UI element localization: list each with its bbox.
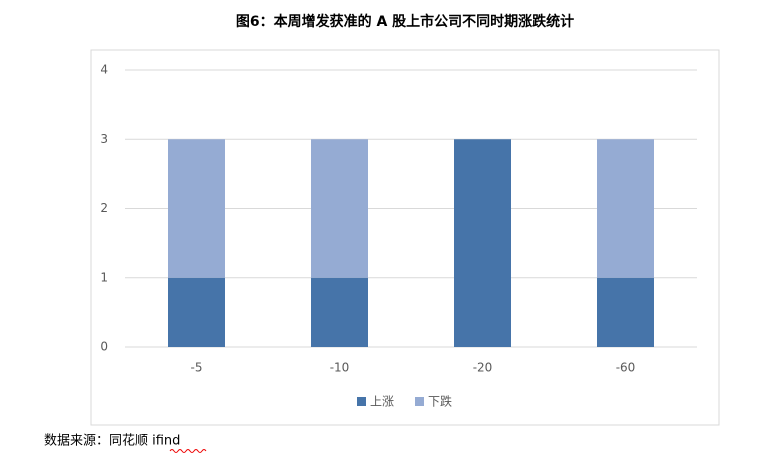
legend-label: 下跌 [428,394,452,409]
legend-label: 上涨 [370,394,394,409]
bar-segment [454,139,511,347]
y-tick-label: 0 [100,340,108,354]
spell-underline [169,449,207,453]
source-note: 数据来源：同花顺 ifind [44,433,180,449]
bar-segment [597,277,654,347]
bar-segment [311,277,368,347]
chart-title: 图6：本周增发获准的 A 股上市公司不同时期涨跌统计 [236,13,574,30]
y-tick-label: 1 [100,270,108,284]
y-tick-label: 3 [100,132,108,146]
x-tick-label: -20 [473,361,493,375]
legend-swatch [357,397,366,406]
x-tick-label: -10 [330,361,350,375]
bar-segment [168,277,225,347]
y-tick-label: 4 [100,63,108,77]
bar-segment [597,139,654,278]
x-tick-label: -5 [191,361,203,375]
bar-segment [311,139,368,278]
bar-segment [168,139,225,278]
legend-swatch [415,397,424,406]
y-tick-label: 2 [100,201,108,215]
chart-frame [90,49,720,426]
x-tick-label: -60 [616,361,636,375]
